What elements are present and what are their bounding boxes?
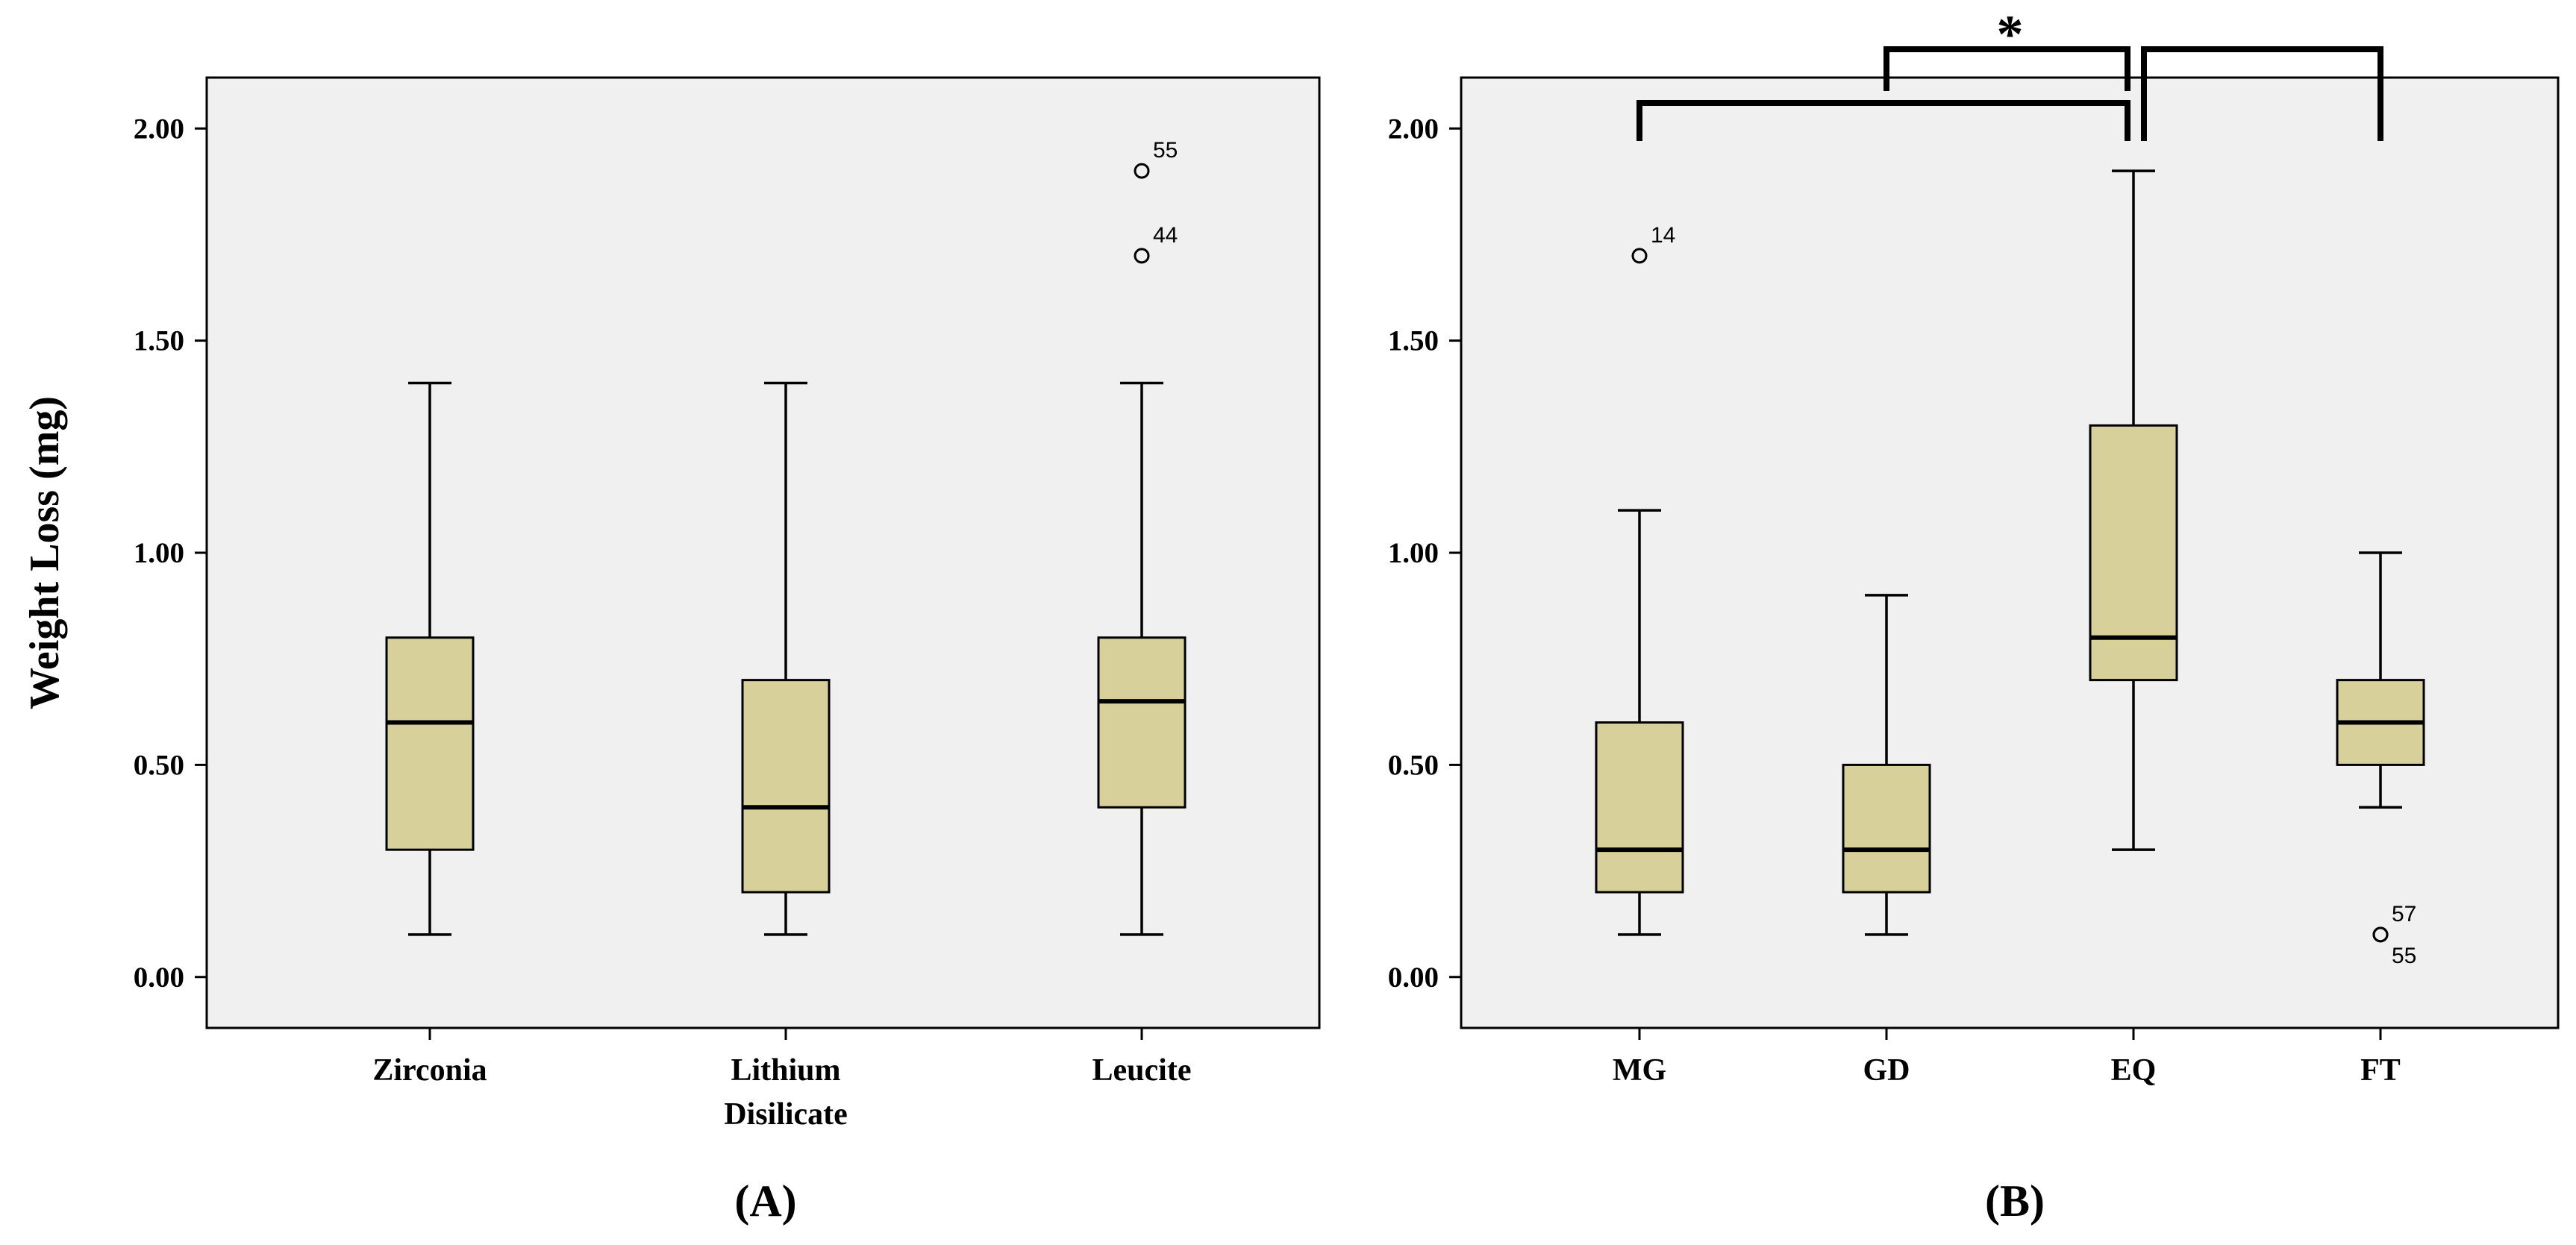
outlier-label: 57 — [2392, 902, 2416, 926]
box-group: Zirconia — [372, 381, 487, 1088]
y-tick-label: 2.00 — [134, 113, 184, 145]
category-label: GD — [1863, 1053, 1910, 1088]
category-label: FT — [2360, 1053, 2401, 1088]
outlier-label: 55 — [2392, 944, 2416, 968]
outlier-label: 44 — [1153, 223, 1178, 248]
category-label: Zirconia — [372, 1053, 487, 1088]
box — [1595, 721, 1684, 894]
bracket-eq-ft — [2141, 46, 2383, 141]
box — [741, 679, 831, 894]
outlier-point — [1134, 163, 1150, 179]
y-tick-label: 0.00 — [134, 962, 184, 994]
panel-label: (A) — [734, 1176, 796, 1226]
category-label: Lithium — [731, 1053, 840, 1088]
box-group: 55 44 Leucite — [1092, 138, 1192, 1088]
y-tick-label: 1.50 — [134, 325, 184, 357]
box-group: 14 MG — [1595, 223, 1684, 1088]
panel-b: 0.00 0.50 1.00 1.50 2.00 14 MG GD EQ 57 55 FT (B) * — [1388, 4, 2560, 1226]
box-group: EQ — [2089, 169, 2178, 1088]
y-tick-label: 2.00 — [1388, 113, 1439, 145]
panel-label: (B) — [1985, 1176, 2045, 1226]
box-group: Lithium Disilicate — [724, 381, 848, 1132]
y-axis-title: Weight Loss (mg) — [22, 396, 68, 709]
y-tick-label: 1.50 — [1388, 325, 1439, 357]
y-tick-label: 0.00 — [1388, 962, 1439, 994]
box-group: 57 55 FT — [2336, 551, 2425, 1088]
bracket-mg-eq — [1636, 100, 2130, 141]
panel-a: 0.00 0.50 1.00 1.50 2.00 Zirconia Lithium Disil… — [22, 76, 1321, 1226]
outlier-point — [1631, 248, 1648, 264]
significance-asterisk: * — [1997, 4, 2024, 64]
y-tick-label: 0.50 — [1388, 749, 1439, 781]
box — [1842, 763, 1931, 894]
outlier-point — [2372, 926, 2389, 943]
box-group: GD — [1842, 594, 1931, 1088]
category-label: Disilicate — [724, 1097, 848, 1132]
significance-brackets: * — [1636, 4, 2383, 141]
box — [1097, 636, 1187, 809]
y-tick-label: 1.00 — [1388, 537, 1439, 569]
outlier-label: 55 — [1153, 138, 1178, 163]
box — [2089, 424, 2178, 682]
bracket-gd-eq — [1883, 46, 2130, 91]
box — [385, 636, 475, 851]
y-tick-label: 0.50 — [134, 749, 184, 781]
outlier-label: 14 — [1651, 223, 1675, 248]
outlier-point — [1134, 248, 1150, 264]
category-label: EQ — [2111, 1053, 2157, 1088]
category-label: MG — [1613, 1053, 1666, 1088]
category-label: Leucite — [1092, 1053, 1192, 1088]
y-tick-label: 1.00 — [134, 537, 184, 569]
